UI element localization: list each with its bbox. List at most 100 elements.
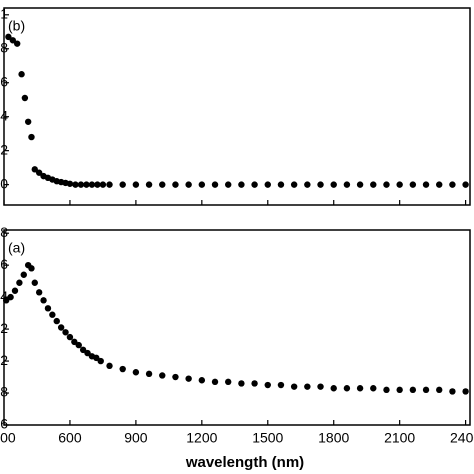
x-tick-label: 2100 [384,430,415,446]
point [198,377,206,384]
point [28,133,35,141]
point [330,181,337,188]
point [97,357,104,365]
point [436,181,443,188]
point [264,181,271,188]
y-tick-label: 1.8 [0,384,8,400]
point [396,386,403,394]
point [28,265,35,272]
y-tick-label: 2.2 [0,320,8,336]
point [20,271,27,278]
point [225,378,232,386]
point [145,370,153,378]
point [72,181,79,188]
point [317,181,324,188]
point [106,362,113,370]
point [159,181,166,188]
point [7,293,14,301]
y-tick-label: 0.4 [0,107,8,123]
point [106,181,113,188]
point [75,341,82,349]
point [119,365,126,373]
point [132,369,140,376]
point [13,40,21,47]
y-tick-label: 2 [0,352,8,368]
x-tick-label: 900 [124,430,148,446]
y-tick-label: 2.4 [0,288,8,304]
point [225,181,232,188]
point [53,317,60,325]
point [356,385,364,392]
point [2,297,10,304]
point [317,383,324,390]
point [79,346,87,354]
point [449,181,456,188]
point [251,181,258,188]
point [396,181,403,188]
point [16,279,23,286]
point [462,181,469,188]
point [238,380,245,387]
point [66,180,74,187]
point [436,386,443,394]
point [119,181,126,188]
point [99,181,107,188]
point [304,383,311,390]
x-tick-label: 600 [58,430,82,446]
point [11,287,19,294]
point [356,181,364,188]
point [18,71,25,78]
point [238,181,245,188]
point [84,349,91,357]
panel-label: (b) [8,18,25,34]
point [422,386,430,394]
point [462,388,469,395]
point [409,386,417,394]
point [35,169,43,176]
point [211,378,219,386]
point [66,333,74,341]
point [40,297,47,304]
point [251,380,258,387]
point [449,388,456,395]
point [132,181,140,188]
x-tick-label: 1800 [318,430,349,446]
point [264,381,271,389]
point [31,166,38,173]
y-tick-label: 2.6 [0,256,8,272]
y-tick-label: 0.2 [0,141,8,157]
point [383,181,390,188]
point [21,94,29,102]
y-tick-label: 1 [0,5,8,21]
point [198,181,206,188]
point [277,181,285,188]
point [83,181,90,188]
point [35,289,43,296]
point [290,181,298,188]
panel-label: (a) [8,240,25,256]
point [211,181,219,188]
x-tick-label: 2400 [450,430,474,446]
x-tick-label: 1500 [252,430,283,446]
plot-frame [3,229,471,426]
point [62,329,69,336]
point [370,181,377,188]
point [57,324,65,331]
y-tick-label: 2.8 [0,224,8,240]
point [185,375,192,382]
point [330,385,337,392]
point [422,181,430,188]
point [71,338,78,346]
point [172,181,179,188]
point [49,311,56,318]
point [290,383,298,390]
point [93,354,100,362]
point [343,181,351,188]
plot-frame [3,7,471,206]
point [145,181,153,188]
x-axis-label: wavelength (nm) [185,454,304,471]
point [24,118,32,125]
point [31,279,38,286]
x-tick-label: 300 [0,430,16,446]
